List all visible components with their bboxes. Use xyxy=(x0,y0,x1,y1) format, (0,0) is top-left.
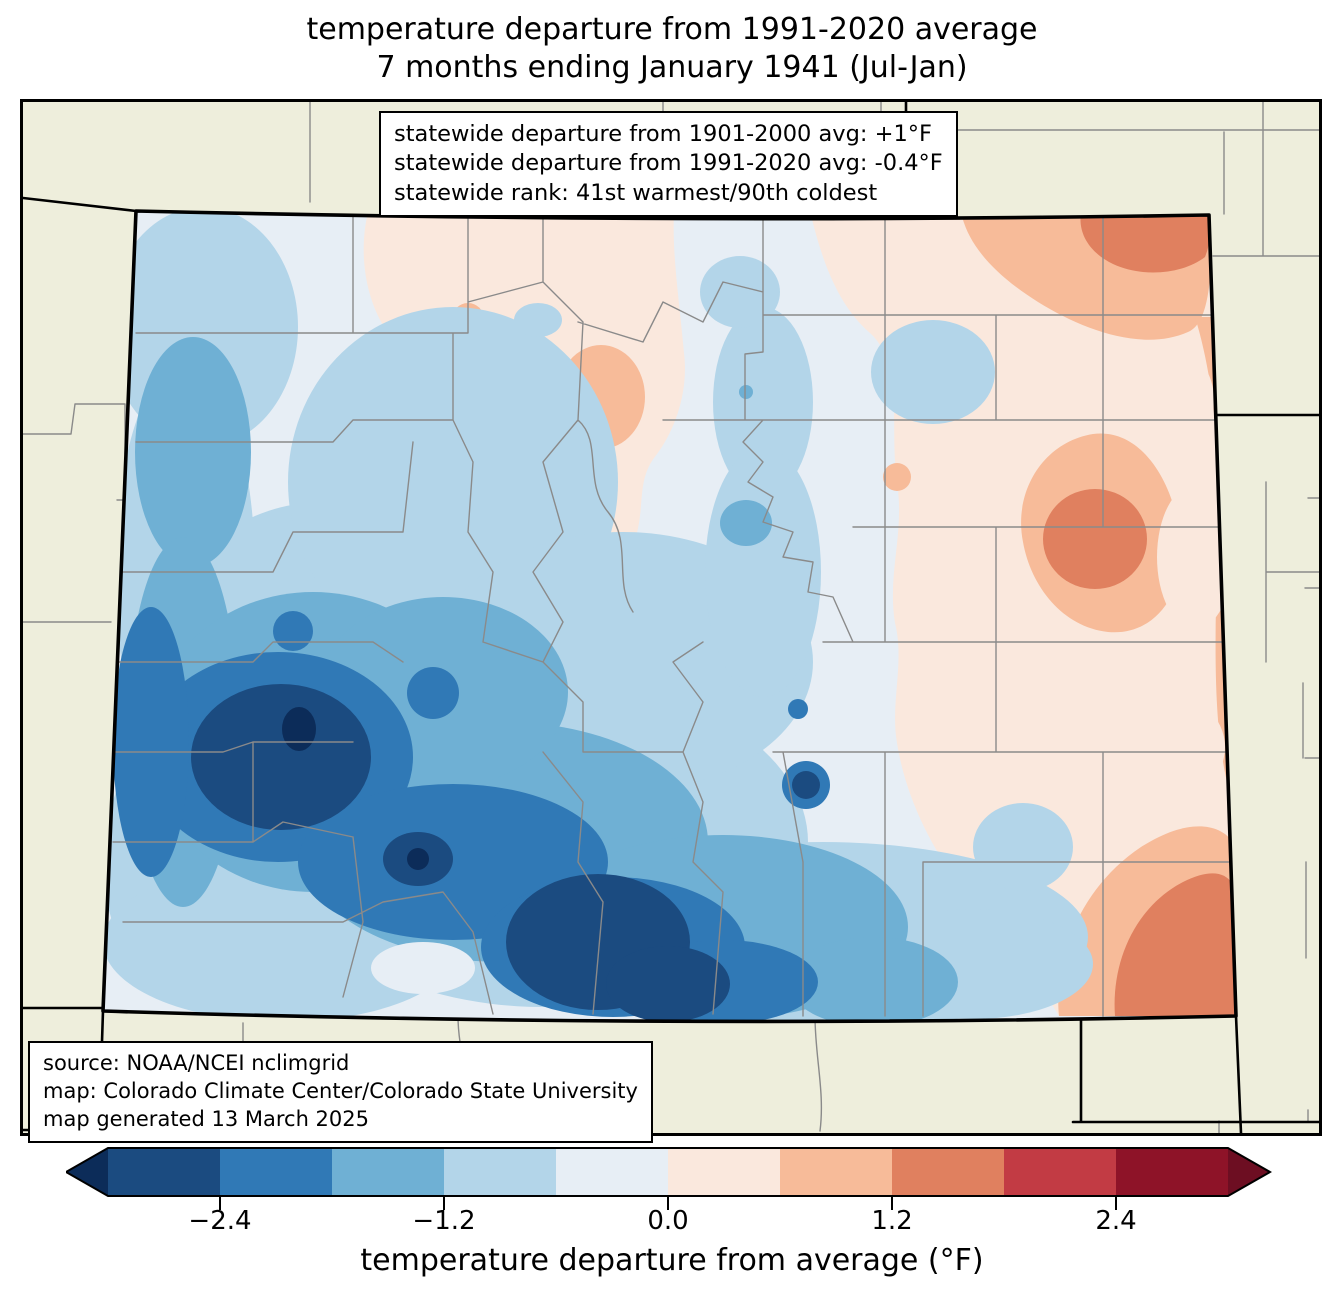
colorado-map xyxy=(23,102,1319,1133)
colorbar-segment xyxy=(220,1148,333,1196)
contour-fills xyxy=(103,211,1236,1022)
colorbar-tick-label: 0.0 xyxy=(647,1206,689,1236)
colorbar-segment xyxy=(108,1148,221,1196)
colorbar-tick-label: −2.4 xyxy=(188,1206,252,1236)
contour-level-1.2-1.8 xyxy=(1043,213,1236,1016)
stats-line-1991-2020: statewide departure from 1991-2020 avg: … xyxy=(394,150,943,177)
source-line: source: NOAA/NCEI nclimgrid xyxy=(43,1051,350,1075)
colorbar-tick-label: 2.4 xyxy=(1095,1206,1137,1236)
stats-box: statewide departure from 1901-2000 avg: … xyxy=(379,111,958,218)
contour-level-neg3.0-neg2.4 xyxy=(191,684,820,1022)
colorbar-segment xyxy=(668,1148,781,1196)
stats-line-rank: statewide rank: 41st warmest/90th coldes… xyxy=(394,179,878,206)
chart-title-line1: temperature departure from 1991-2020 ave… xyxy=(306,12,1038,47)
colorbar-tick-label: −1.2 xyxy=(412,1206,476,1236)
colorbar xyxy=(63,1147,1278,1213)
colorbar-outline xyxy=(63,1147,1273,1197)
chart-title-line2: 7 months ending January 1941 (Jul-Jan) xyxy=(376,50,968,85)
contour-spot-neg0.6-0 xyxy=(371,942,475,994)
colorbar-axis-label: temperature departure from average (°F) xyxy=(360,1243,984,1278)
colorbar-segment xyxy=(444,1148,557,1196)
colorbar-under-arrow xyxy=(66,1148,108,1196)
colorbar-segment xyxy=(556,1148,669,1196)
colorbar-svg xyxy=(63,1147,1273,1210)
colorado-county-lines xyxy=(103,211,1236,1017)
stats-line-1901-2000: statewide departure from 1901-2000 avg: … xyxy=(394,121,932,147)
source-box: source: NOAA/NCEI nclimgrid map: Colorad… xyxy=(28,1041,653,1143)
colorbar-over-arrow xyxy=(1228,1148,1270,1196)
map-frame xyxy=(20,99,1322,1136)
colorbar-segment xyxy=(332,1148,445,1196)
colorbar-segment xyxy=(1004,1148,1117,1196)
colorbar-tick-label: 1.2 xyxy=(871,1206,913,1236)
colorbar-tick-labels: −2.4 −1.2 0.0 1.2 2.4 xyxy=(66,1206,1278,1240)
colorbar-segment xyxy=(1116,1148,1229,1196)
map-credit-line: map: Colorado Climate Center/Colorado St… xyxy=(43,1078,638,1103)
contour-level-below-neg3.0 xyxy=(282,707,429,870)
generated-date-line: map generated 13 March 2025 xyxy=(43,1106,370,1131)
colorbar-segment xyxy=(892,1148,1005,1196)
contour-spots-0-0.6 xyxy=(1101,350,1233,802)
colorbar-segment xyxy=(780,1148,893,1196)
